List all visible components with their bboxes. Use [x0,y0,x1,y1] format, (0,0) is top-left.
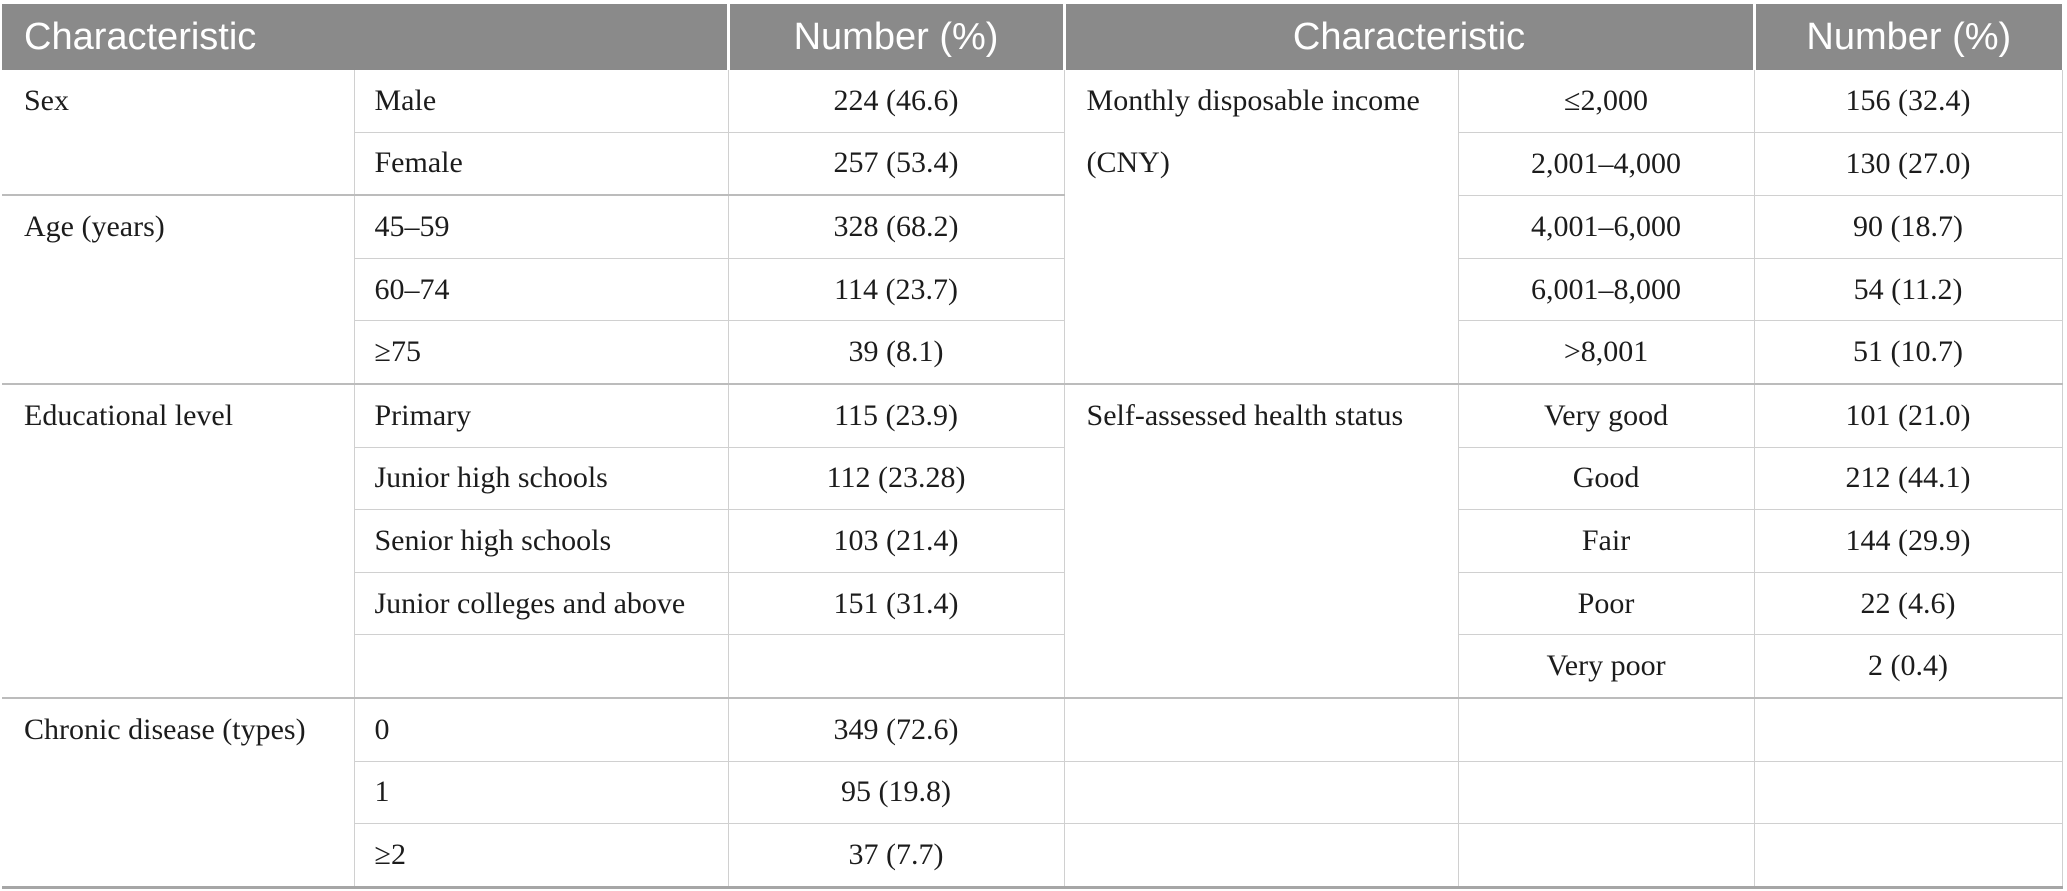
empty-cell [1063,823,1459,888]
number-cell: 224 (46.6) [727,70,1065,133]
number-cell: 328 (68.2) [727,194,1065,259]
number-cell: 144 (29.9) [1753,509,2063,573]
number-cell: 156 (32.4) [1753,70,2063,133]
table-row: ≥75 39 (8.1) >8,001 51 (10.7) [2,320,2063,384]
number-cell: 115 (23.9) [727,382,1065,448]
group-label-educational-level: Educational level [2,382,354,698]
table-row: Junior high schools 112 (23.28) Good 212… [2,446,2063,510]
header-number-right: Number (%) [1752,4,2063,70]
empty-cell [1753,823,2063,888]
category-cell: ≥75 [353,320,729,384]
category-cell: 6,001–8,000 [1457,257,1755,321]
empty-cell [1063,760,1459,824]
category-cell: Very good [1457,382,1755,448]
table-row: Sex Male 224 (46.6) Monthly disposable i… [2,70,2063,384]
category-cell: 60–74 [353,257,729,321]
number-cell: 95 (19.8) [727,760,1065,824]
table-row: Senior high schools 103 (21.4) Fair 144 … [2,509,2063,573]
number-cell: 349 (72.6) [727,696,1065,762]
number-cell: 151 (31.4) [727,571,1065,635]
number-cell: 101 (21.0) [1753,382,2063,448]
empty-cell [1457,760,1755,824]
category-cell: ≥2 [353,823,729,888]
number-cell: 22 (4.6) [1753,571,2063,635]
page: Characteristic Number (%) Characteristic… [0,4,2067,891]
number-cell: 90 (18.7) [1753,194,2063,259]
table-header-row: Characteristic Number (%) Characteristic… [2,4,2063,70]
category-cell: 2,001–4,000 [1457,131,1755,196]
number-cell: 112 (23.28) [727,446,1065,510]
number-cell: 51 (10.7) [1753,320,2063,384]
category-cell: Fair [1457,509,1755,573]
empty-cell [1457,823,1755,888]
number-cell: 130 (27.0) [1753,131,2063,196]
empty-cell [353,634,729,698]
number-cell: 54 (11.2) [1753,257,2063,321]
empty-cell [727,634,1065,698]
group-label-age: Age (years) [2,194,354,384]
table-row: Very poor 2 (0.4) [2,634,2063,698]
table-row: Female 257 (53.4) 2,001–4,000 130 (27.0) [2,131,2063,196]
category-cell: Senior high schools [353,509,729,573]
group-label-chronic-disease: Chronic disease (types) [2,696,354,888]
category-cell: Poor [1457,571,1755,635]
number-cell: 212 (44.1) [1753,446,2063,510]
table-row: Age (years) 45–59 328 (68.2) 4,001–6,000… [2,194,2063,384]
category-cell: >8,001 [1457,320,1755,384]
table-row: 1 95 (19.8) [2,760,2063,824]
group-label-monthly-income: Monthly disposable income (CNY) [1063,70,1459,384]
category-cell: Junior high schools [353,446,729,510]
number-cell: 39 (8.1) [727,320,1065,384]
category-cell: 1 [353,760,729,824]
characteristics-table: Characteristic Number (%) Characteristic… [2,4,2063,889]
empty-cell [1753,696,2063,762]
category-cell: Male [353,70,729,133]
category-cell: Good [1457,446,1755,510]
number-cell: 114 (23.7) [727,257,1065,321]
group-label-sex: Sex [2,70,354,196]
empty-cell [1753,760,2063,824]
table-row: Chronic disease (types) 0 349 (72.6) [2,696,2063,888]
category-cell: Primary [353,382,729,448]
number-cell: 37 (7.7) [727,823,1065,888]
empty-cell [1457,696,1755,762]
header-number-left: Number (%) [726,4,1065,70]
category-cell: Female [353,131,729,196]
header-characteristic-right: Characteristic [1062,4,1755,70]
number-cell: 2 (0.4) [1753,634,2063,698]
empty-cell [1063,696,1459,762]
header-characteristic-left: Characteristic [2,4,729,70]
category-cell: 45–59 [353,194,729,259]
category-cell: Very poor [1457,634,1755,698]
category-cell: 4,001–6,000 [1457,194,1755,259]
table-row: 60–74 114 (23.7) 6,001–8,000 54 (11.2) [2,257,2063,321]
table-row: Educational level Primary 115 (23.9) Sel… [2,382,2063,698]
table-row: Junior colleges and above 151 (31.4) Poo… [2,571,2063,635]
group-label-health-status: Self-assessed health status [1063,382,1459,698]
table-row: ≥2 37 (7.7) [2,823,2063,888]
category-cell: 0 [353,696,729,762]
number-cell: 257 (53.4) [727,131,1065,196]
category-cell: Junior colleges and above [353,571,729,635]
number-cell: 103 (21.4) [727,509,1065,573]
category-cell: ≤2,000 [1457,70,1755,133]
